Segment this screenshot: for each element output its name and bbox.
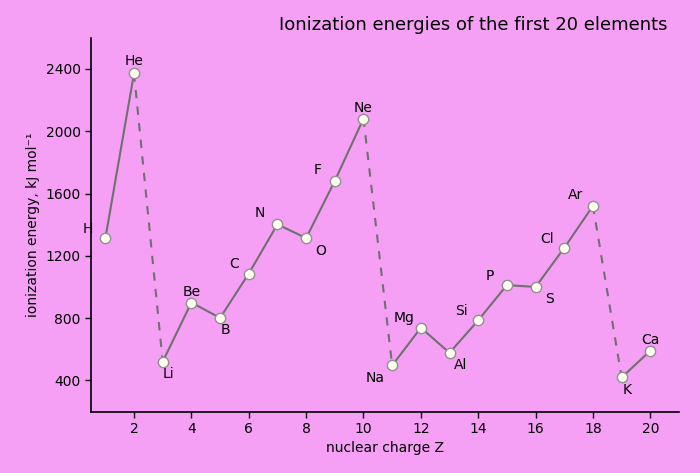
Point [616,374,627,381]
Text: Cl: Cl [540,231,554,245]
Text: Be: Be [182,285,200,298]
Text: O: O [315,244,326,257]
Text: K: K [623,383,632,397]
Text: C: C [230,257,239,271]
Point [214,314,225,322]
Point [501,281,512,289]
Text: F: F [314,163,321,177]
Point [272,220,283,228]
Text: S: S [545,292,554,307]
Point [128,70,139,77]
Point [645,347,656,355]
Text: Ionization energies of the first 20 elements: Ionization energies of the first 20 elem… [279,16,667,34]
X-axis label: nuclear charge Z: nuclear charge Z [326,441,444,455]
Point [186,299,197,307]
Text: Ar: Ar [568,188,583,202]
Text: B: B [221,324,230,337]
Point [157,358,168,366]
Text: Ca: Ca [641,333,659,347]
Point [559,244,570,252]
Point [358,115,369,123]
Y-axis label: ionization energy, kJ mol⁻¹: ionization energy, kJ mol⁻¹ [26,132,40,317]
Point [243,270,254,277]
Point [415,324,426,332]
Point [530,283,541,291]
Text: N: N [255,207,265,220]
Text: P: P [486,269,494,283]
Point [473,316,484,324]
Point [99,235,111,242]
Point [386,362,398,369]
Text: H: H [83,222,93,236]
Text: Ne: Ne [354,101,373,115]
Point [300,234,312,242]
Text: He: He [125,54,144,68]
Text: Al: Al [454,358,468,372]
Text: Si: Si [455,304,468,318]
Text: Na: Na [365,371,384,385]
Text: Li: Li [162,367,174,381]
Point [329,177,340,185]
Text: Mg: Mg [393,311,414,325]
Point [444,349,455,357]
Point [587,202,598,210]
